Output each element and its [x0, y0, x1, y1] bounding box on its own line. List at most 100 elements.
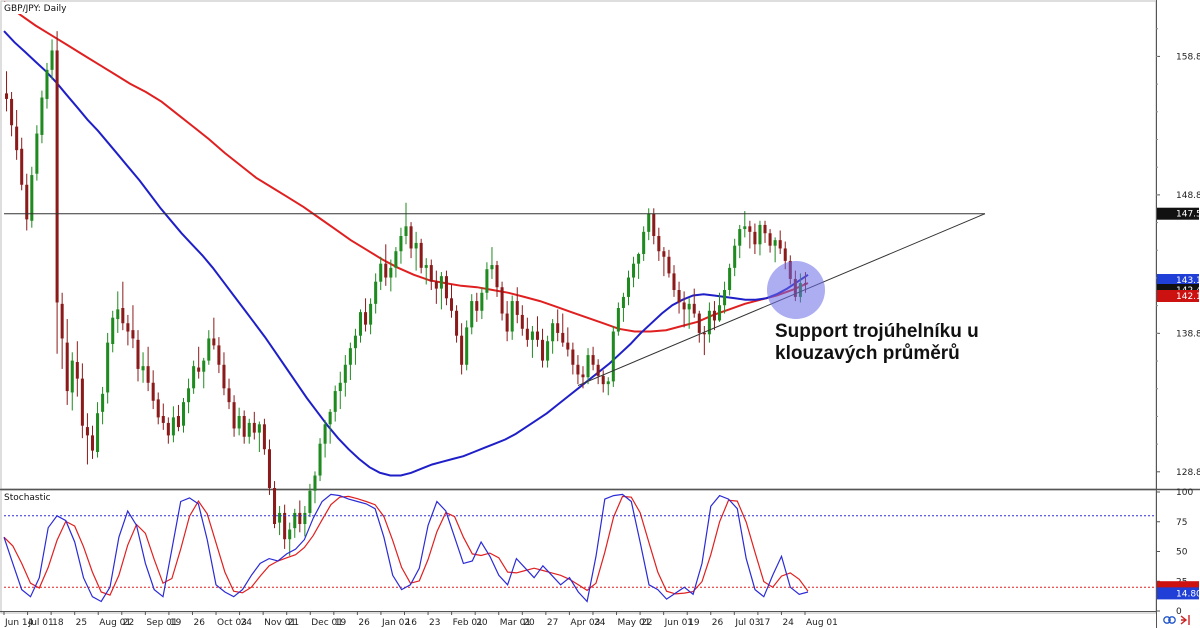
candle-body [348, 348, 352, 365]
candle-body [556, 323, 560, 333]
candle-body [707, 310, 711, 335]
candle-body [465, 327, 469, 365]
candle-body [181, 402, 186, 426]
candle-body [65, 342, 69, 392]
x-tick-label: Oct 03 [217, 618, 247, 628]
candle-body [738, 229, 742, 246]
candle-body [106, 342, 110, 393]
x-tick-label: Aug 01 [99, 618, 131, 628]
candle-body [500, 287, 504, 314]
stochastic-d-line [3, 495, 809, 596]
candle-body [414, 242, 418, 249]
candle-body [85, 427, 89, 436]
candle-body [616, 308, 620, 332]
candle-body [389, 267, 393, 278]
candle-body [146, 366, 150, 383]
x-tick-label: 22 [123, 618, 134, 628]
candle-body [682, 302, 686, 310]
main-title-bg [2, 2, 78, 14]
ma-red-line [3, 1, 809, 333]
candlesticks [5, 31, 807, 556]
x-tick-label: 18 [52, 618, 64, 628]
stochastic-k-line [3, 493, 809, 603]
x-tick-label: Jan 02 [381, 618, 410, 628]
axes: 158.87 148.87 138.87 128.87 100 75 50 25 0 Jun 14… [0, 28, 1200, 628]
candle-body [318, 443, 322, 476]
candle-body [728, 267, 732, 290]
candle-body [192, 366, 196, 389]
stoch-current-label: 14.80 [1176, 589, 1200, 599]
candle-body [551, 323, 555, 342]
candle-body [647, 213, 651, 232]
candle-body [197, 367, 201, 372]
candle-body [242, 416, 246, 437]
candle-body [768, 233, 772, 246]
candle-body [171, 417, 175, 436]
candle-body [207, 338, 211, 361]
candle-body [460, 335, 464, 365]
candle-body [232, 402, 236, 429]
candle-body [652, 213, 656, 236]
candle-body [202, 360, 206, 372]
candle-body [15, 126, 19, 151]
candle-body [591, 355, 595, 365]
candle-body [80, 378, 84, 426]
candle-body [429, 265, 433, 282]
candle-body [470, 301, 474, 328]
candle-body [262, 424, 266, 450]
x-tick-label: Jul 01 [28, 618, 54, 628]
candle-body [257, 424, 261, 433]
candle-body [101, 393, 105, 412]
candle-body [136, 339, 140, 369]
candle-body [419, 242, 423, 268]
stochastic-title: Stochastic [4, 493, 51, 503]
candle-body [60, 303, 64, 339]
candle-body [535, 331, 539, 340]
candle-body [353, 335, 357, 349]
candle-body [541, 339, 545, 361]
stoch-y-tick-label: 75 [1176, 518, 1187, 528]
candle-body [176, 416, 180, 428]
candle-body [758, 224, 762, 245]
x-tick-label: Jul 03 [734, 618, 760, 628]
candle-body [379, 263, 383, 282]
candle-body [333, 391, 337, 412]
link-icon[interactable] [1163, 616, 1176, 624]
candle-body [712, 310, 716, 321]
stochastic-panel [3, 493, 1156, 603]
x-tick-label: Sep 01 [146, 618, 177, 628]
candle-body [743, 226, 747, 230]
candle-body [449, 298, 454, 311]
y-tick-label: 148.87 [1176, 191, 1200, 201]
y-tick-label: 138.87 [1176, 329, 1200, 339]
x-tick-label: 20 [476, 618, 488, 628]
candle-body [151, 382, 155, 401]
candle-body [667, 256, 671, 274]
price-badges: 147.51143.13142.44142.1314.80 [1157, 207, 1200, 600]
candle-body [384, 263, 388, 278]
stoch-y-tick-label: 100 [1176, 488, 1193, 498]
candle-body [672, 273, 676, 290]
candle-body [121, 308, 125, 324]
candle-body [510, 301, 514, 332]
y-tick-label: 128.87 [1176, 468, 1200, 478]
candle-body [161, 416, 165, 423]
candle-body [45, 69, 49, 99]
candle-body [288, 529, 292, 540]
price-badge-label: 143.13 [1176, 276, 1200, 286]
candle-body [25, 184, 29, 220]
candle-body [778, 240, 782, 249]
candle-body [273, 488, 277, 524]
candle-body [116, 309, 120, 320]
candle-body [748, 226, 752, 232]
candle-body [621, 296, 625, 308]
x-tick-label: Dec 01 [311, 618, 343, 628]
moving-averages [3, 1, 809, 477]
candle-body [126, 323, 130, 332]
sub-title-bg [2, 491, 50, 503]
candle-body [520, 314, 524, 329]
candle-body [490, 265, 494, 270]
candle-body [515, 301, 519, 315]
scroll-to-end-icon[interactable] [1180, 615, 1190, 625]
candle-body [394, 251, 398, 268]
